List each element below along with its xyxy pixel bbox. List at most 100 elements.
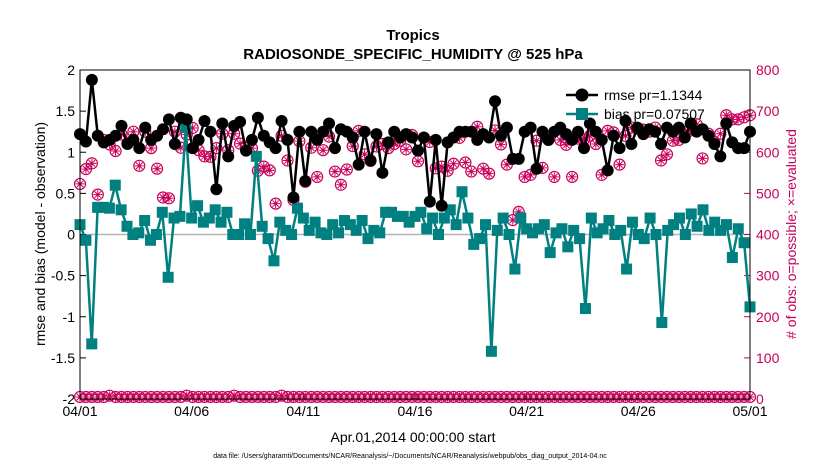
rmse-point xyxy=(192,133,205,146)
bias-point xyxy=(632,229,644,240)
obs_evaluated_bottom-point xyxy=(733,392,743,402)
rmse-point xyxy=(85,73,98,86)
rmse-point xyxy=(133,142,146,155)
bias-point xyxy=(127,229,139,240)
obs_evaluated-point xyxy=(152,164,162,174)
obs_evaluated-point xyxy=(158,192,168,202)
obs_evaluated-point xyxy=(229,129,239,139)
rmse-point xyxy=(489,95,502,108)
obs_evaluated_bottom-point xyxy=(354,392,364,402)
obs_evaluated-point xyxy=(662,149,672,159)
obs_evaluated_bottom-point xyxy=(407,392,417,402)
obs_evaluated_bottom-point xyxy=(502,392,512,402)
bias-point xyxy=(497,212,509,224)
bias-point xyxy=(321,229,333,240)
obs_evaluated_bottom-point xyxy=(508,392,518,402)
rmse-point xyxy=(601,164,614,177)
obs_evaluated-point xyxy=(526,170,536,180)
bias-point xyxy=(527,227,539,239)
rmse-point xyxy=(678,131,691,144)
bias-point xyxy=(162,271,174,283)
obs_evaluated_bottom-point xyxy=(496,392,506,402)
bias-point xyxy=(662,224,674,236)
obs_possible-point xyxy=(305,141,318,154)
bias-point xyxy=(491,224,503,236)
y2-tick-label: 0 xyxy=(756,391,764,407)
obs_evaluated-point xyxy=(235,139,245,149)
bias-point xyxy=(268,255,280,267)
bias-point xyxy=(86,338,98,350)
obs_evaluated_bottom-point xyxy=(164,392,174,402)
obs_evaluated-point xyxy=(342,165,352,175)
bias-point xyxy=(427,212,439,224)
obs_possible-point xyxy=(400,143,413,156)
obs_evaluated_bottom-point xyxy=(377,392,387,402)
obs_evaluated_bottom-point xyxy=(140,392,150,402)
rmse-point xyxy=(204,125,217,138)
obs_evaluated_bottom-point xyxy=(686,392,696,402)
bias-point xyxy=(503,229,515,240)
bias-point xyxy=(98,201,110,213)
bias-point xyxy=(180,122,192,134)
rmse-point xyxy=(625,138,638,151)
obs_evaluated_bottom-point xyxy=(348,392,358,402)
rmse-point xyxy=(649,125,662,138)
obs_evaluated_bottom-point xyxy=(454,392,464,402)
rmse-point xyxy=(364,154,377,167)
bias-point xyxy=(291,202,303,214)
bias-point xyxy=(385,206,397,218)
obs_evaluated-point xyxy=(739,112,749,122)
obs_evaluated_bottom-point xyxy=(200,392,210,402)
bias-point xyxy=(726,252,738,264)
obs_evaluated_bottom-point xyxy=(170,392,180,402)
obs_evaluated-point xyxy=(615,160,625,170)
x-tick-label: 04/26 xyxy=(621,403,656,419)
obs_evaluated_bottom-point xyxy=(603,392,613,402)
legend-bias-marker xyxy=(576,108,588,120)
bias-point xyxy=(603,215,615,227)
obs_evaluated_bottom-point xyxy=(567,392,577,402)
obs_evaluated_bottom-point xyxy=(662,392,672,402)
obs_possible-point xyxy=(316,144,330,157)
bias-point xyxy=(274,216,286,228)
bias-point xyxy=(509,263,521,275)
rmse-point xyxy=(411,144,424,157)
bias-point xyxy=(192,200,204,212)
bias-point xyxy=(468,238,480,250)
obs_evaluated_bottom-point xyxy=(324,392,334,402)
obs_evaluated-point xyxy=(591,139,601,149)
obs_possible-point xyxy=(566,170,579,184)
bias-point xyxy=(597,223,609,235)
obs_possible-point xyxy=(613,158,626,171)
rmse-point xyxy=(435,199,448,212)
bias-point xyxy=(227,229,239,240)
obs_evaluated_bottom-point xyxy=(152,392,162,402)
obs_evaluated_bottom-point xyxy=(437,392,447,402)
obs_evaluated-point xyxy=(561,140,571,150)
obs_evaluated_bottom-point xyxy=(229,391,239,401)
obs_possible-point xyxy=(660,148,674,161)
rmse-point xyxy=(240,144,253,157)
obs_evaluated_bottom-point xyxy=(650,392,660,402)
bias-point xyxy=(209,204,221,216)
bias-point xyxy=(156,206,168,218)
rmse-point xyxy=(115,119,128,132)
obs_evaluated_bottom-point xyxy=(277,391,287,401)
obs_evaluated-point xyxy=(508,215,518,225)
obs_evaluated_bottom-point xyxy=(620,392,630,402)
bias-point xyxy=(415,206,427,218)
obs_evaluated-point xyxy=(413,156,423,166)
obs_evaluated_bottom-point xyxy=(389,392,399,402)
obs_evaluated-point xyxy=(721,110,731,120)
obs_evaluated-point xyxy=(727,114,737,124)
bias-point xyxy=(133,227,145,239)
y2-tick-label: 500 xyxy=(756,185,780,201)
y-tick-label: -1 xyxy=(63,309,76,325)
rmse-point xyxy=(607,129,620,142)
y-tick-label: -2 xyxy=(63,391,76,407)
y2-axis-label: # of obs: o=possible; ×=evaluated xyxy=(783,129,799,339)
bias-point xyxy=(626,216,638,228)
obs_evaluated-point xyxy=(336,180,346,190)
bias-point xyxy=(450,219,462,231)
rmse-point xyxy=(323,117,336,130)
